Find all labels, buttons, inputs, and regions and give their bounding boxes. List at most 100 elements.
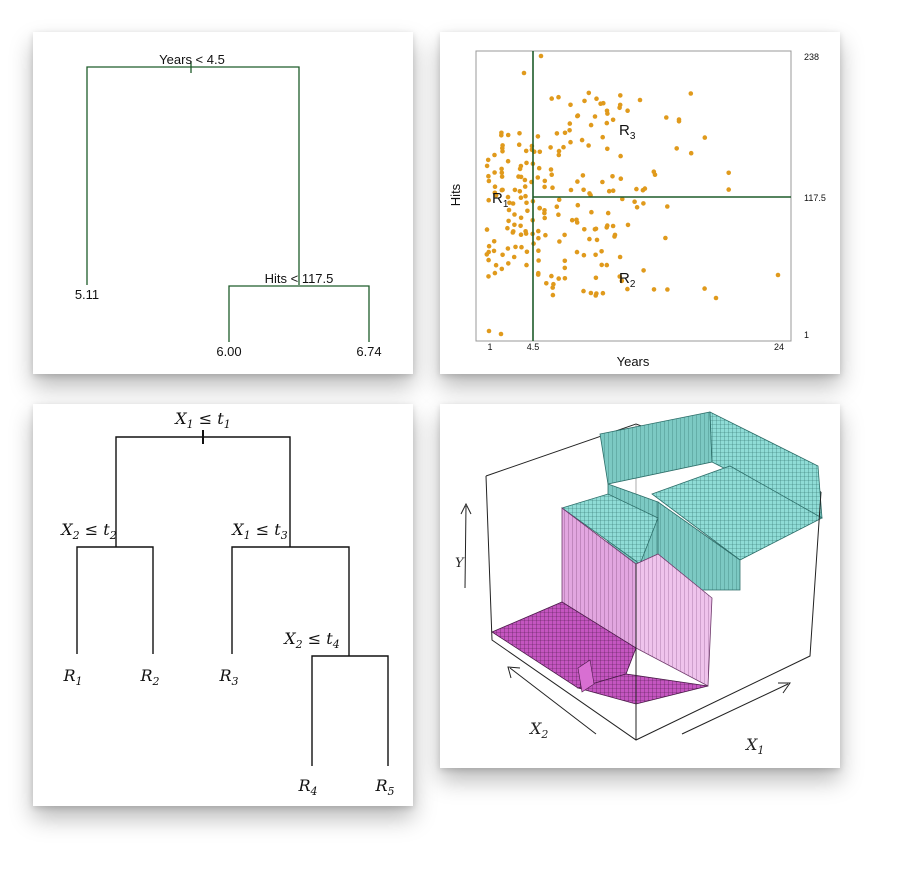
scatter-point <box>542 178 548 184</box>
scatter-point <box>486 173 491 179</box>
scatter-point <box>486 197 491 203</box>
scatter-point <box>484 163 490 169</box>
scatter-point <box>634 186 639 192</box>
scatter-point <box>492 170 497 175</box>
scatter-point <box>606 188 612 194</box>
partition-scatter-panel: R1 R3 R2 1 4.5 24 238 117.5 1 Years Hits <box>440 32 840 374</box>
scatter-point <box>484 252 490 257</box>
scatter-point <box>641 268 646 273</box>
scatter-point <box>775 272 781 278</box>
scatter-point <box>617 254 623 260</box>
scatter-point <box>492 270 498 276</box>
scatter-point <box>581 252 587 258</box>
teal-mid-face <box>651 465 823 561</box>
teal-back-face <box>599 411 713 485</box>
region-label-r1: R1 <box>492 190 509 210</box>
x-tick-1: 1 <box>487 342 492 352</box>
scatter-point <box>549 273 554 279</box>
scatter-point <box>625 222 631 228</box>
leaf-label-r3: R3 <box>218 666 238 688</box>
scatter-point <box>535 175 541 180</box>
scatter-point <box>610 117 616 123</box>
scatter-point <box>505 194 511 200</box>
scatter-point <box>726 170 731 176</box>
scatter-point <box>665 287 670 292</box>
scatter-point <box>505 225 510 231</box>
scatter-point <box>556 148 562 154</box>
scatter-point <box>516 174 521 179</box>
scatter-point <box>499 130 504 136</box>
scatter-point <box>581 187 586 193</box>
scatter-point <box>632 199 637 204</box>
scatter-point <box>651 169 657 174</box>
scatter-point <box>593 252 598 258</box>
scatter-point <box>536 235 541 241</box>
axis-label-x1: X1 <box>744 735 764 757</box>
scatter-point <box>676 119 682 124</box>
region-label-r3: R3 <box>619 122 636 142</box>
x-tick-24: 24 <box>774 342 784 352</box>
root-split-label: Years < 4.5 <box>159 52 225 67</box>
scatter-point <box>651 287 657 292</box>
scatter-point <box>600 179 605 185</box>
scatter-point <box>484 227 490 232</box>
scatter-point <box>562 258 568 264</box>
scatter-point <box>567 128 572 133</box>
split-label-x2-t4: X2 ≤ t4 <box>282 629 339 651</box>
scatter-point <box>505 132 511 138</box>
scatter-point <box>619 278 625 284</box>
scatter-point <box>525 208 530 214</box>
scatter-point <box>617 102 623 108</box>
scatter-point <box>688 150 694 156</box>
scatter-point <box>510 230 516 235</box>
scatter-point <box>507 200 512 206</box>
bounding-box-front <box>485 475 822 741</box>
scatter-point <box>538 53 544 59</box>
scatter-point <box>580 173 586 178</box>
plot-frame <box>475 50 792 342</box>
scatter-point <box>586 90 592 96</box>
scatter-point <box>618 153 623 159</box>
scatter-point <box>500 143 505 148</box>
scatter-point <box>524 262 529 268</box>
scatter-point <box>625 108 630 113</box>
scatter-point <box>605 111 610 116</box>
scatter-point <box>557 239 562 244</box>
scatter-point <box>499 170 505 175</box>
scatter-point <box>587 191 592 196</box>
scatter-point <box>523 231 529 236</box>
scatter-point <box>518 195 524 200</box>
scatter-point <box>518 232 524 237</box>
scatter-point <box>688 91 694 96</box>
scatter-point <box>556 94 561 100</box>
scatter-point <box>562 276 568 281</box>
surface-3d-panel: Y X2 X1 <box>440 404 840 768</box>
scatter-point <box>536 258 541 263</box>
scatter-point <box>593 226 599 232</box>
scatter-point <box>579 137 585 143</box>
scatter-point <box>610 188 616 193</box>
y-tick-117-5: 117.5 <box>804 193 826 203</box>
leaf-value-right: 6.74 <box>356 344 381 359</box>
scatter-point <box>550 185 555 190</box>
scatter-point <box>537 149 543 155</box>
x-axis-label: Years <box>617 354 650 369</box>
scatter-point <box>549 96 554 101</box>
scatter-point <box>521 70 527 76</box>
scatter-point <box>618 176 624 181</box>
scatter-point <box>523 193 528 199</box>
scatter-point <box>568 187 574 193</box>
scatter-point <box>486 257 491 263</box>
scatter-point <box>537 205 542 211</box>
x1-arrow-head <box>778 682 791 694</box>
scatter-point <box>491 239 497 244</box>
scatter-point <box>522 177 528 183</box>
scatter-point <box>637 97 643 103</box>
split-label-x1-t3: X1 ≤ t3 <box>230 520 287 542</box>
scatter-point <box>536 270 541 276</box>
tree-branches <box>86 61 370 342</box>
scatter-point <box>594 96 599 101</box>
scatter-point <box>587 236 592 242</box>
scatter-point <box>665 204 670 209</box>
magenta-small-step <box>577 659 595 693</box>
